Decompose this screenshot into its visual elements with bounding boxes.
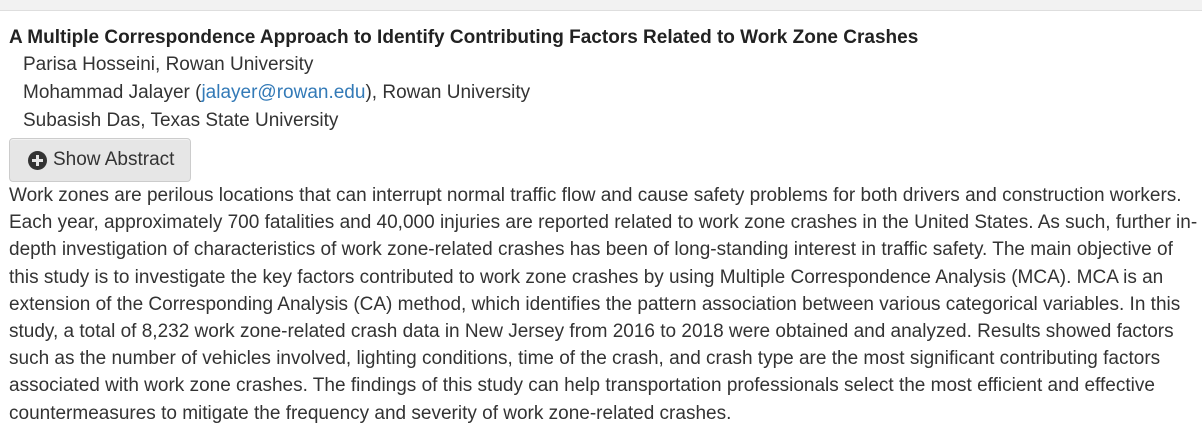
author-item: Parisa Hosseini, Rowan University: [23, 54, 314, 75]
abstract-text: Work zones are perilous locations that c…: [9, 185, 1198, 424]
author-name: Subasish Das: [23, 110, 141, 131]
author-affiliation: Rowan University: [382, 82, 531, 103]
author-affiliation: Texas State University: [150, 110, 339, 131]
author-item: Subasish Das, Texas State University: [23, 110, 339, 131]
show-abstract-button[interactable]: Show Abstract: [9, 138, 192, 182]
plus-circle-icon: [28, 150, 47, 170]
author-email-link[interactable]: jalayer@rowan.edu: [201, 82, 366, 103]
top-bar: [0, 0, 1202, 11]
author-affiliation: Rowan University: [165, 54, 314, 75]
paper-title: A Multiple Correspondence Approach to Id…: [9, 27, 919, 48]
paper-entry: A Multiple Correspondence Approach to Id…: [9, 25, 1199, 427]
author-name: Mohammad Jalayer: [23, 82, 190, 103]
author-name: Parisa Hosseini: [23, 54, 155, 75]
author-item: Mohammad Jalayer (jalayer@rowan.edu), Ro…: [23, 82, 531, 103]
show-abstract-label: Show Abstract: [53, 149, 175, 170]
author-list: Parisa Hosseini, Rowan University Mohamm…: [9, 51, 1199, 135]
